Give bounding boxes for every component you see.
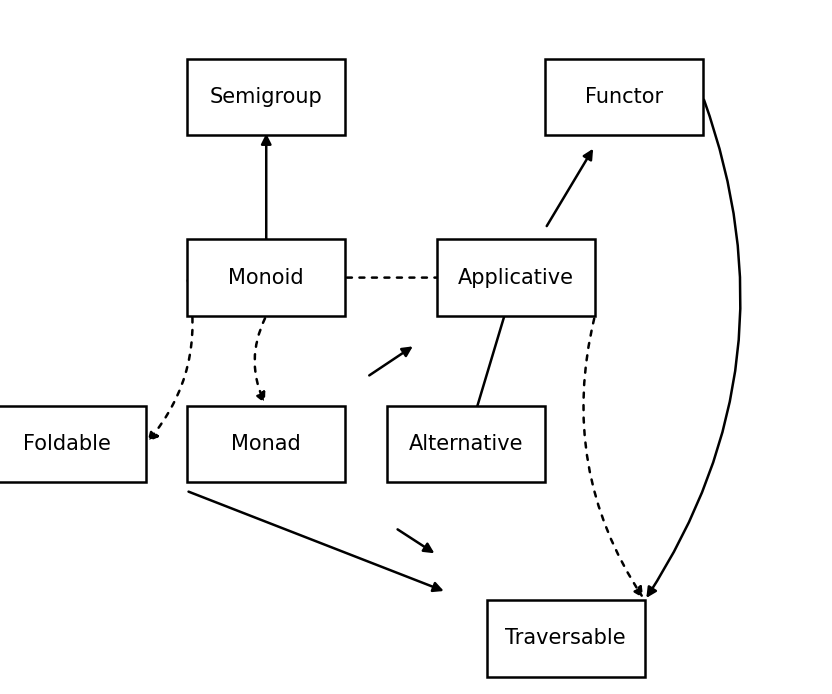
Text: Functor: Functor (585, 87, 663, 107)
FancyArrowPatch shape (398, 530, 432, 552)
FancyArrowPatch shape (149, 280, 192, 440)
FancyArrowPatch shape (547, 151, 592, 226)
FancyArrowPatch shape (258, 273, 527, 282)
FancyBboxPatch shape (545, 59, 703, 135)
FancyArrowPatch shape (648, 100, 740, 595)
Text: Applicative: Applicative (458, 268, 574, 287)
Text: Alternative: Alternative (409, 434, 523, 454)
FancyBboxPatch shape (437, 239, 595, 316)
FancyBboxPatch shape (187, 239, 345, 316)
FancyBboxPatch shape (387, 406, 545, 482)
Text: Traversable: Traversable (506, 629, 626, 648)
FancyArrowPatch shape (262, 136, 270, 242)
FancyArrowPatch shape (189, 491, 441, 591)
FancyBboxPatch shape (487, 600, 645, 677)
FancyBboxPatch shape (187, 59, 345, 135)
FancyArrowPatch shape (470, 295, 513, 429)
FancyArrowPatch shape (255, 319, 265, 401)
FancyBboxPatch shape (187, 406, 345, 482)
Text: Semigroup: Semigroup (210, 87, 323, 107)
Text: Monoid: Monoid (229, 268, 304, 287)
Text: Foldable: Foldable (22, 434, 111, 454)
FancyArrowPatch shape (583, 319, 641, 595)
Text: Monad: Monad (231, 434, 301, 454)
FancyBboxPatch shape (0, 406, 146, 482)
FancyArrowPatch shape (369, 348, 410, 375)
